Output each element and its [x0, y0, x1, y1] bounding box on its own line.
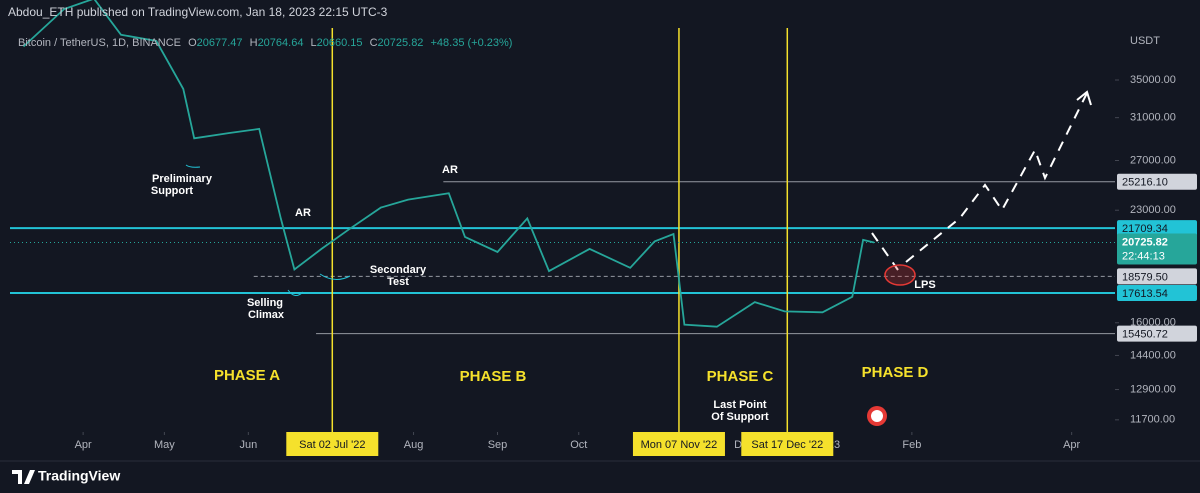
- close-label: C: [370, 37, 378, 49]
- lps-circle: [884, 264, 916, 286]
- event-icon-inner: [871, 410, 883, 422]
- level-label: 17613.54: [1122, 288, 1168, 300]
- annotation: Last Point: [713, 399, 767, 411]
- open-label: O: [188, 37, 197, 49]
- level-label: 25216.10: [1122, 177, 1168, 189]
- marker-label: Sat 02 Jul '22: [299, 439, 365, 451]
- annotation: Of Support: [711, 411, 769, 423]
- y-tick-label: 27000.00: [1130, 154, 1176, 166]
- last-price-box: [1117, 233, 1197, 265]
- price-line: [22, 0, 875, 328]
- annotation: Preliminary: [152, 173, 213, 185]
- st-curve: [319, 273, 351, 280]
- ps-curve: [185, 164, 201, 168]
- level-box: [1117, 325, 1197, 342]
- marker-box: [632, 432, 725, 456]
- symbol: Bitcoin / TetherUS, 1D, BINANCE: [18, 37, 181, 49]
- marker-box: [286, 432, 379, 456]
- level-box: [1117, 284, 1197, 301]
- marker-label: Mon 07 Nov '22: [641, 439, 718, 451]
- publisher: Abdou_ETH published on TradingView.com, …: [8, 5, 388, 19]
- annotation: Secondary: [370, 264, 427, 276]
- brand-logo: [12, 470, 35, 484]
- x-tick-label: Apr: [75, 439, 92, 451]
- close: 20725.82: [378, 37, 424, 49]
- level-label: 21709.34: [1122, 223, 1168, 235]
- sc-curve: [287, 289, 304, 296]
- level-label: 18579.50: [1122, 271, 1168, 283]
- change: +48.35 (+0.23%): [431, 37, 513, 49]
- annotation: AR: [442, 164, 458, 176]
- y-tick-label: 14400.00: [1130, 349, 1176, 361]
- x-tick-label: May: [154, 439, 175, 451]
- countdown: 22:44:13: [1122, 250, 1165, 262]
- high-label: H: [250, 37, 258, 49]
- phase-label: PHASE D: [862, 364, 929, 381]
- last-price-label: 20725.82: [1122, 236, 1168, 248]
- x-tick-label: Apr: [1063, 439, 1080, 451]
- x-tick-label: Aug: [404, 439, 424, 451]
- y-tick-label: 35000.00: [1130, 74, 1176, 86]
- phase-label: PHASE A: [214, 367, 280, 384]
- phase-label: PHASE B: [460, 368, 527, 385]
- x-tick-label: Sep: [488, 439, 508, 451]
- brand: TradingView: [38, 468, 120, 484]
- x-tick-label: Oct: [570, 439, 587, 451]
- phase-label: PHASE C: [707, 368, 774, 385]
- annotation: Test: [387, 276, 409, 288]
- y-tick-label: 31000.00: [1130, 112, 1176, 124]
- y-tick-label: 11700.00: [1130, 414, 1175, 426]
- annotation: Support: [151, 185, 193, 197]
- plot: 35000.0031000.0027000.0023000.0016000.00…: [10, 0, 1176, 451]
- low: 20660.15: [317, 37, 363, 49]
- marker-box: [741, 432, 834, 456]
- marker-label: Sat 17 Dec '22: [751, 439, 823, 451]
- overlay: 25216.10 21709.34 18579.50 17613.54 15450.72…: [286, 173, 1197, 456]
- y-tick-label: 12900.00: [1130, 383, 1176, 395]
- annotation: AR: [295, 207, 311, 219]
- legend: Bitcoin / TetherUS, 1D, BINANCE O20677.4…: [18, 37, 512, 49]
- level-box: [1117, 173, 1197, 190]
- annotation: Selling: [247, 297, 283, 309]
- high: 20764.64: [258, 37, 304, 49]
- open: 20677.47: [197, 37, 243, 49]
- projection-path: [871, 92, 1088, 271]
- level-box: [1117, 220, 1197, 237]
- x-tick-label: Feb: [902, 439, 921, 451]
- annotation: Climax: [248, 309, 285, 321]
- level-label: 15450.72: [1122, 329, 1168, 341]
- low-label: L: [311, 37, 317, 49]
- y-tick-label: 23000.00: [1130, 204, 1176, 216]
- y-unit: USDT: [1130, 35, 1160, 47]
- level-box: [1117, 268, 1197, 285]
- annotation: LPS: [914, 279, 935, 291]
- projection-arrowhead: [1076, 90, 1092, 106]
- x-tick-label: Jun: [239, 439, 257, 451]
